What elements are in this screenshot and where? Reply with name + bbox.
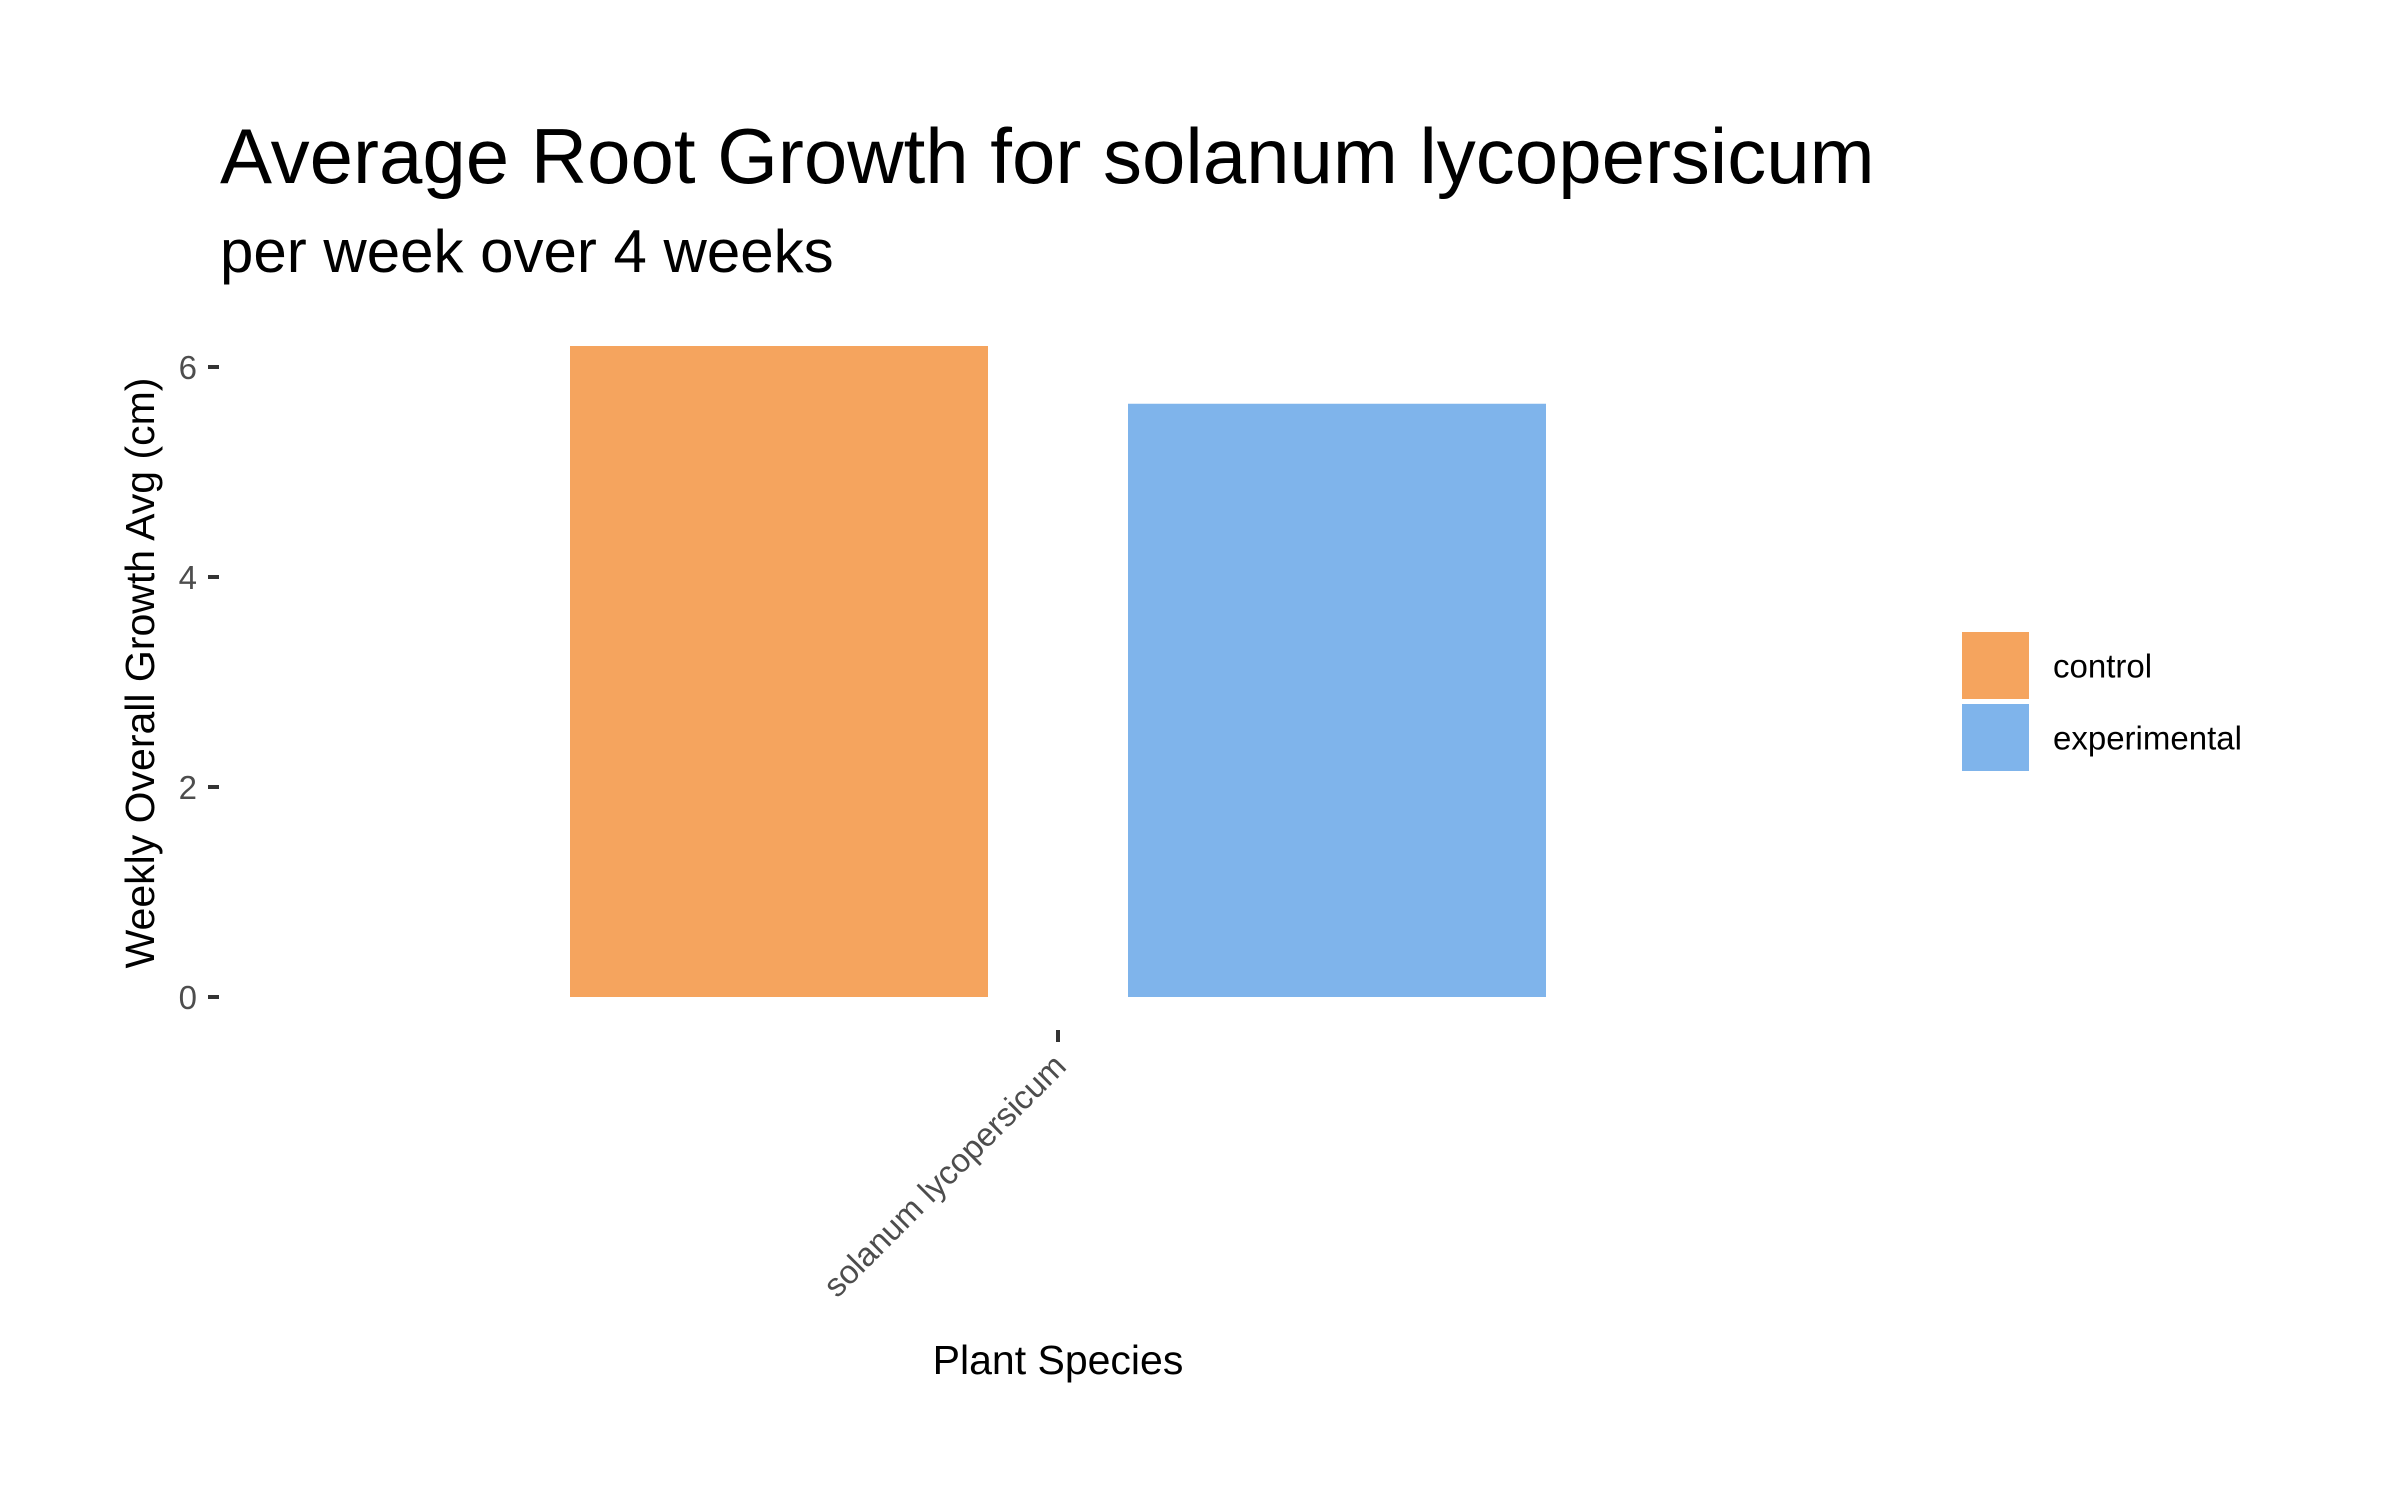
y-tick-label: 6: [179, 349, 197, 386]
bar-experimental: [1128, 403, 1546, 997]
y-tick-label: 2: [179, 769, 197, 806]
y-tick-label: 0: [179, 979, 197, 1016]
chart-subtitle: per week over 4 weeks: [220, 218, 834, 285]
y-tick-label: 4: [179, 559, 197, 596]
legend-label-experimental: experimental: [2053, 720, 2242, 757]
bars: [570, 346, 1546, 997]
bar-control: [570, 346, 988, 997]
legend-key-experimental: [1962, 704, 2029, 771]
y-axis: 0 2 4 6: [179, 349, 219, 1016]
legend: control experimental: [1962, 632, 2242, 771]
y-axis-title: Weekly Overall Growth Avg (cm): [117, 378, 163, 969]
legend-key-control: [1962, 632, 2029, 699]
legend-label-control: control: [2053, 648, 2152, 685]
x-tick-label: solanum lycopersicum: [816, 1047, 1073, 1304]
x-axis-title: Plant Species: [933, 1337, 1184, 1383]
x-axis: solanum lycopersicum: [816, 1030, 1073, 1304]
chart-title: Average Root Growth for solanum lycopers…: [220, 112, 1875, 200]
